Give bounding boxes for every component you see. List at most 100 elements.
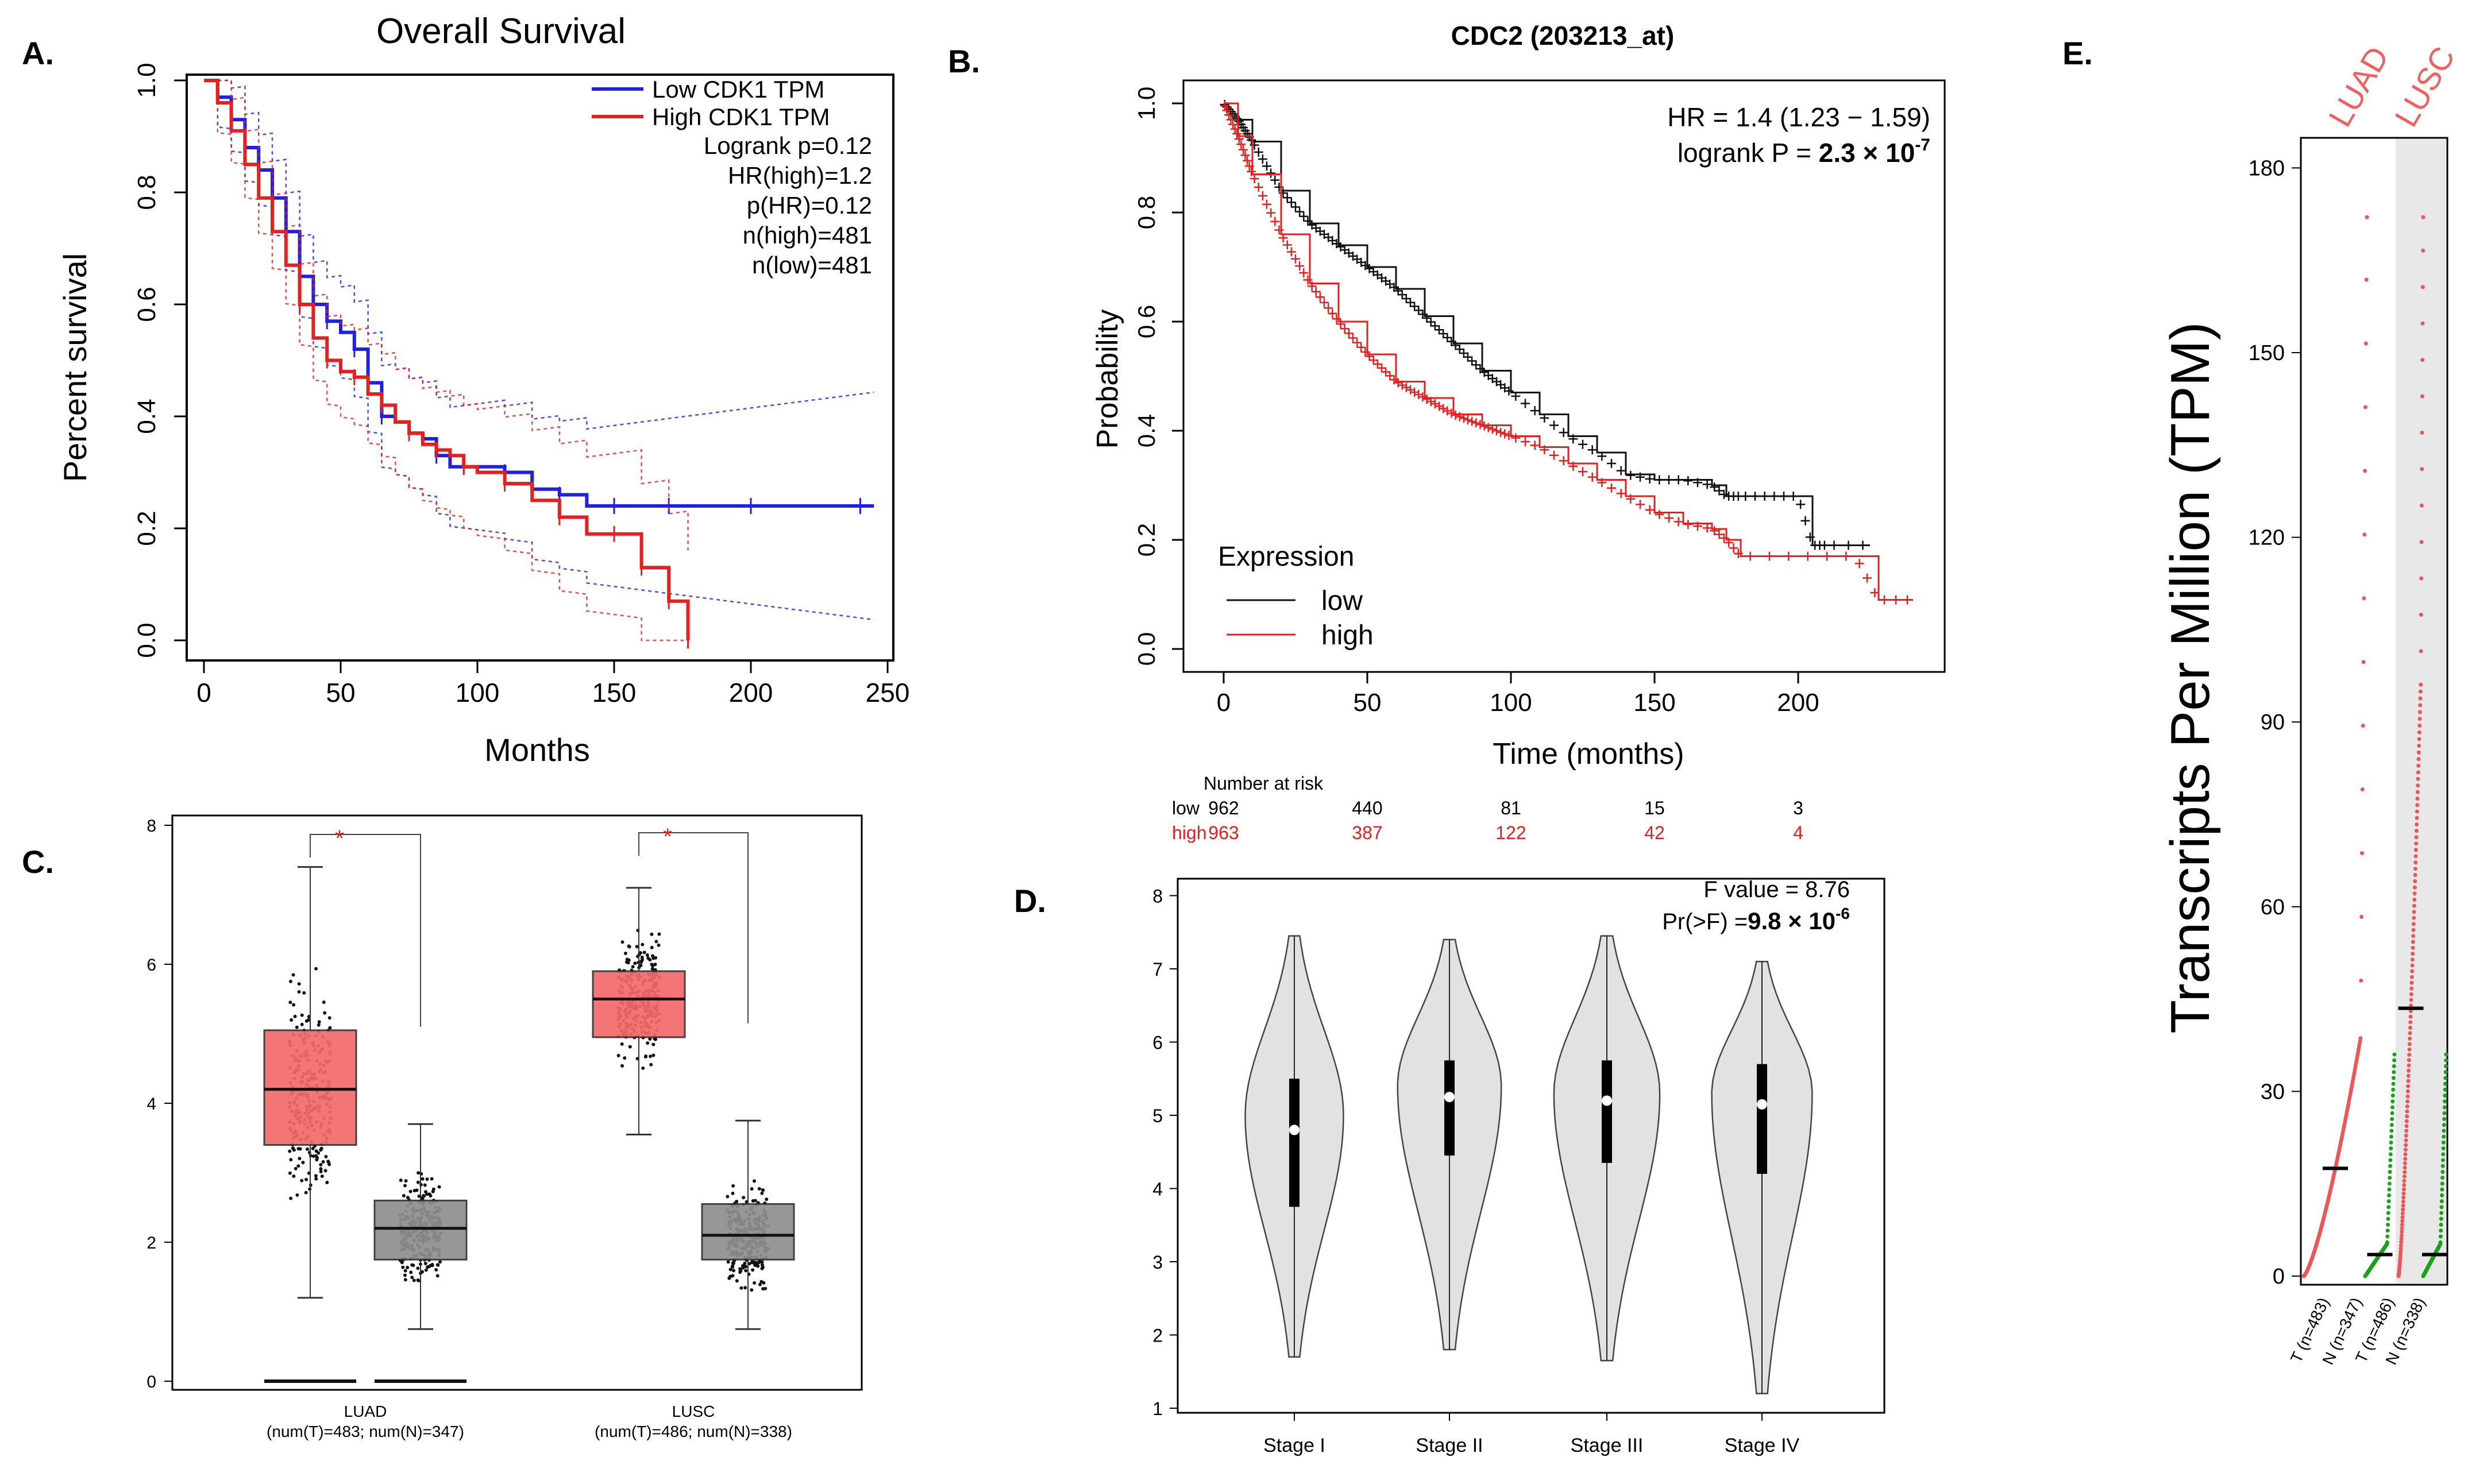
panel-a-legend-high: High CDK1 TPM bbox=[652, 103, 830, 130]
panel-e-dot bbox=[2390, 1099, 2395, 1104]
panel-c-point bbox=[750, 1288, 754, 1292]
panel-b-censor-mark bbox=[1254, 182, 1263, 192]
panel-b-censor-mark bbox=[1626, 494, 1636, 504]
panel-e-ytick-label: 30 bbox=[2261, 1080, 2285, 1104]
panel-e-dot bbox=[2390, 1093, 2395, 1098]
panel-d-ytick-label: 7 bbox=[1152, 959, 1163, 980]
panel-b-legend-title: Expression bbox=[1218, 542, 1354, 572]
panel-b-censor-mark bbox=[1870, 588, 1880, 597]
panel-e-dot bbox=[2411, 934, 2416, 938]
panel-b-censor-mark bbox=[1422, 313, 1432, 323]
panel-c-point bbox=[762, 1281, 766, 1285]
panel-c-point bbox=[423, 1183, 427, 1187]
panel-c-point bbox=[752, 1179, 756, 1183]
panel-b-censor-mark bbox=[1303, 275, 1313, 285]
panel-b-censor-mark bbox=[1714, 486, 1724, 496]
panel-c-point bbox=[317, 1023, 321, 1027]
panel-e-dot bbox=[2413, 854, 2418, 859]
panel-b-censor-mark bbox=[1451, 341, 1460, 350]
panel-b-censor-mark bbox=[1616, 489, 1626, 498]
panel-d-axes: 1 2 3 4 5 6 7 8 bbox=[1152, 886, 1178, 1419]
panel-e-dot bbox=[2406, 1084, 2411, 1088]
panel-b-censor-mark bbox=[1587, 445, 1597, 455]
panel-b-risk-title: Number at risk bbox=[1204, 773, 1324, 794]
panel-b-censor-mark bbox=[1447, 337, 1456, 346]
panel-b-censor-mark bbox=[1385, 371, 1395, 381]
panel-d-violin-median bbox=[1757, 1099, 1767, 1110]
panel-c-point bbox=[743, 1261, 747, 1265]
panel-b-censor-mark bbox=[1664, 513, 1673, 523]
panel-b-censor-mark bbox=[1719, 489, 1729, 499]
panel-c-point bbox=[417, 1171, 421, 1175]
panel-e-dot bbox=[2405, 1089, 2410, 1093]
panel-e-dot bbox=[2359, 914, 2364, 919]
panel-b-censor-mark bbox=[1779, 492, 1788, 501]
panel-e-dot bbox=[2439, 1228, 2443, 1233]
panel-e-dot bbox=[2439, 1223, 2443, 1227]
panel-e-dot bbox=[2404, 1143, 2408, 1147]
panel-b-censor-mark bbox=[1760, 492, 1769, 501]
panel-e-ytick-label: 150 bbox=[2249, 341, 2285, 365]
panel-b-censor-mark bbox=[1295, 207, 1305, 217]
panel-d-xtick-label: Stage IV bbox=[1725, 1435, 1800, 1456]
panel-b-censor-mark bbox=[1274, 225, 1284, 235]
panel-b-censor-mark bbox=[1344, 329, 1354, 338]
panel-e-dot bbox=[2392, 1064, 2396, 1069]
panel-c-point bbox=[434, 1268, 438, 1272]
panel-b-censor-mark bbox=[1262, 161, 1271, 171]
panel-c-point bbox=[654, 956, 658, 960]
panel-c-point bbox=[633, 961, 637, 965]
panel-e-dot bbox=[2403, 1161, 2407, 1166]
panel-b-censor-mark bbox=[1243, 156, 1252, 165]
panel-b-censor-mark bbox=[1645, 505, 1655, 515]
panel-e-dot bbox=[2389, 1146, 2393, 1151]
panel-e-dot bbox=[2404, 1133, 2408, 1138]
panel-b-censor-mark bbox=[1393, 378, 1403, 388]
panel-c-point bbox=[731, 1184, 735, 1188]
panel-c-point bbox=[739, 1286, 743, 1290]
panel-e-dot bbox=[2389, 1134, 2393, 1139]
panel-e-dot bbox=[2387, 1187, 2392, 1192]
panel-b-risk-label: low bbox=[1172, 798, 1200, 818]
panel-e-dot bbox=[2419, 612, 2423, 617]
panel-c-point bbox=[648, 1037, 652, 1041]
panel-b-censor-mark bbox=[1796, 500, 1806, 509]
panel-b-censor-mark bbox=[1483, 423, 1493, 432]
panel-c-point bbox=[761, 1265, 765, 1269]
panel-c-axes: 0 2 4 6 8 bbox=[146, 817, 172, 1392]
panel-b-censor-mark bbox=[1471, 360, 1481, 370]
panel-e-dot bbox=[2440, 1158, 2445, 1162]
panel-e-dot bbox=[2417, 743, 2421, 748]
panel-e-dot bbox=[2419, 649, 2423, 654]
panel-a-legend-low: Low CDK1 TPM bbox=[652, 76, 824, 103]
panel-e-dot bbox=[2391, 1076, 2396, 1080]
panel-c-point bbox=[747, 1262, 751, 1266]
panel-e-dot bbox=[2401, 1191, 2406, 1196]
panel-e-dot bbox=[2409, 986, 2414, 991]
panel-c-point bbox=[290, 1018, 294, 1022]
panel-b-censor-mark bbox=[1521, 399, 1530, 408]
panel-c-point bbox=[304, 1191, 308, 1195]
panel-c-point bbox=[327, 1016, 331, 1020]
panel-b-censor-mark bbox=[1597, 451, 1607, 461]
panel-c-point bbox=[295, 1025, 299, 1029]
panel-c-point bbox=[753, 1281, 757, 1285]
panel-e-dot bbox=[2444, 1052, 2448, 1057]
panel-c-point bbox=[743, 1264, 747, 1268]
panel-a-ylabel: Percent survival bbox=[57, 253, 93, 482]
panel-c-point bbox=[425, 1192, 429, 1196]
panel-a-ci-high bbox=[204, 79, 688, 641]
panel-b-censor-mark bbox=[1278, 188, 1288, 198]
panel-e-dot bbox=[2415, 816, 2419, 820]
panel-c-point bbox=[624, 960, 628, 964]
panel-e-dot bbox=[2421, 215, 2426, 219]
panel-c-point bbox=[757, 1187, 761, 1191]
panel-c-point bbox=[628, 1045, 632, 1049]
panel-b-censor-mark bbox=[1765, 551, 1774, 561]
panel-e-dot bbox=[2403, 1152, 2408, 1157]
panel-d-violin-median bbox=[1602, 1095, 1612, 1106]
panel-e-dot bbox=[2414, 829, 2419, 833]
panel-e-dot bbox=[2413, 848, 2418, 852]
panel-a-curve-high bbox=[204, 79, 690, 640]
